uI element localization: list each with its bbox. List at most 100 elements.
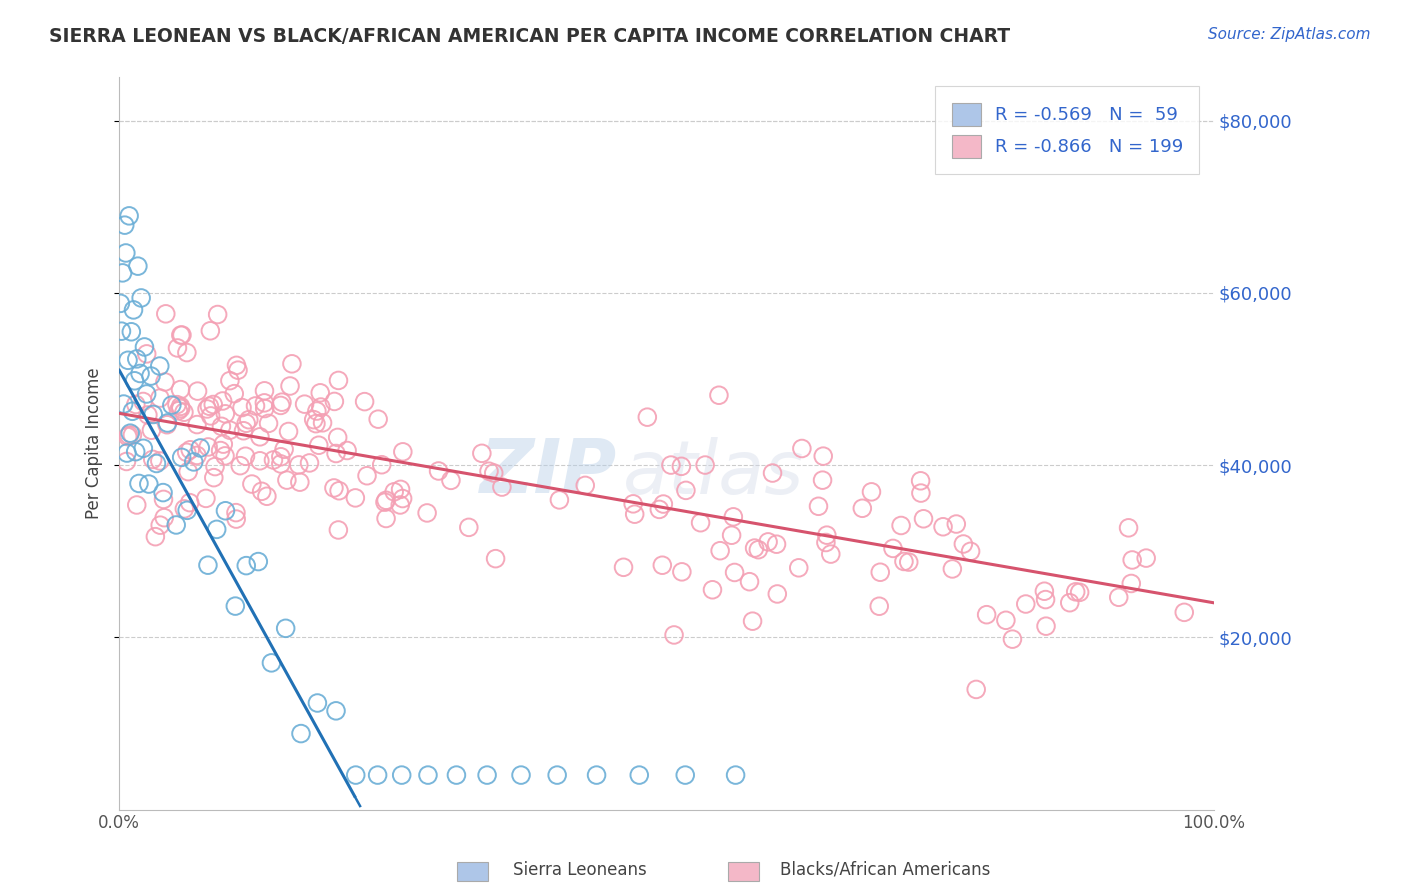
Point — [225, 506, 247, 520]
Point — [195, 401, 218, 416]
Point — [1033, 584, 1056, 599]
Point — [374, 495, 396, 509]
Point — [135, 347, 157, 361]
Point — [932, 520, 955, 534]
Point — [723, 566, 745, 580]
Point — [124, 374, 146, 388]
Point — [166, 398, 188, 412]
Point — [129, 367, 152, 381]
Point — [197, 558, 219, 573]
Point — [249, 430, 271, 444]
Point — [813, 449, 835, 463]
Point — [120, 325, 142, 339]
Point — [344, 491, 367, 505]
Point — [207, 308, 229, 322]
Point — [155, 307, 177, 321]
Point — [311, 416, 333, 430]
Point — [125, 498, 148, 512]
Point — [427, 464, 450, 478]
Point — [135, 387, 157, 401]
Point — [391, 491, 413, 506]
Point — [457, 520, 479, 534]
Point — [375, 511, 398, 525]
Point — [323, 394, 346, 409]
Point — [305, 417, 328, 431]
Point — [890, 518, 912, 533]
Point — [152, 492, 174, 507]
Point — [1108, 591, 1130, 605]
Point — [270, 457, 292, 471]
Point — [765, 537, 787, 551]
Point — [110, 324, 132, 338]
Point — [115, 246, 138, 260]
Point — [724, 768, 747, 782]
Point — [305, 404, 328, 418]
Point — [253, 384, 276, 398]
Point — [235, 417, 257, 431]
Point — [1121, 553, 1143, 567]
Point — [1035, 592, 1057, 607]
Point — [628, 768, 651, 782]
Point — [585, 768, 607, 782]
Point — [323, 481, 346, 495]
Point — [212, 437, 235, 451]
Point — [170, 450, 193, 465]
Point — [1035, 619, 1057, 633]
Point — [288, 458, 311, 472]
Point — [176, 445, 198, 459]
Point — [111, 266, 134, 280]
Point — [219, 374, 242, 388]
Point — [229, 458, 252, 473]
Point — [277, 425, 299, 439]
Point — [226, 363, 249, 377]
Point — [912, 512, 935, 526]
Point — [204, 459, 226, 474]
Point — [224, 599, 246, 613]
Point — [326, 430, 349, 444]
Point — [389, 483, 412, 497]
Point — [188, 441, 211, 455]
Point — [945, 516, 967, 531]
Point — [328, 373, 350, 387]
Point — [134, 340, 156, 354]
Point — [173, 405, 195, 419]
Point — [118, 209, 141, 223]
Point — [471, 446, 494, 460]
Point — [145, 457, 167, 471]
Point — [976, 607, 998, 622]
Point — [225, 512, 247, 526]
Text: ZIP: ZIP — [479, 436, 617, 509]
Point — [790, 442, 813, 456]
Point — [170, 401, 193, 416]
Point — [673, 768, 696, 782]
Point — [194, 491, 217, 506]
Point — [262, 453, 284, 467]
Point — [811, 473, 834, 487]
Point — [166, 341, 188, 355]
Point — [738, 574, 761, 589]
Point — [689, 516, 711, 530]
Point — [170, 328, 193, 343]
Point — [165, 518, 187, 533]
Point — [747, 542, 769, 557]
Point — [232, 424, 254, 438]
Point — [281, 357, 304, 371]
Point — [271, 395, 294, 409]
Point — [132, 394, 155, 409]
Text: Source: ZipAtlas.com: Source: ZipAtlas.com — [1208, 27, 1371, 42]
Point — [209, 419, 232, 434]
Point — [218, 423, 240, 437]
Point — [720, 528, 742, 542]
Point — [1064, 584, 1087, 599]
Point — [612, 560, 634, 574]
Point — [868, 599, 890, 614]
Text: atlas: atlas — [623, 437, 804, 508]
Point — [125, 444, 148, 458]
Point — [152, 485, 174, 500]
Y-axis label: Per Capita Income: Per Capita Income — [86, 368, 103, 519]
Point — [546, 768, 568, 782]
Point — [510, 768, 533, 782]
Point — [270, 399, 292, 413]
Point — [392, 445, 415, 459]
Point — [117, 353, 139, 368]
